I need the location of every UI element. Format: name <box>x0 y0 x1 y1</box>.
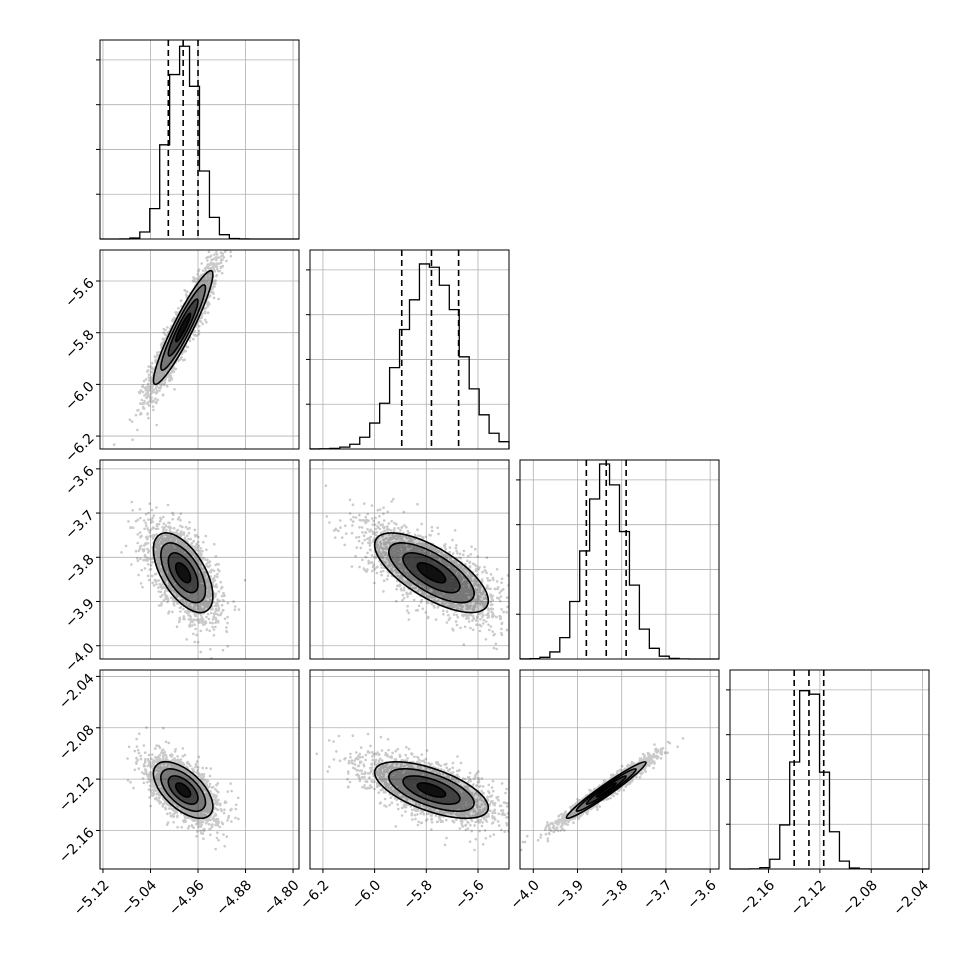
panel-frame <box>309 459 510 660</box>
x-tick-label: −5.12 <box>71 877 113 919</box>
x-tick-label: −2.04 <box>891 877 933 919</box>
x-tick-label: −3.6 <box>684 877 719 912</box>
scatter-points <box>315 732 509 852</box>
contour-3 <box>152 760 214 820</box>
contour-2 <box>160 284 207 371</box>
y-tick-label: −5.8 <box>62 327 97 362</box>
contour-2 <box>575 768 637 813</box>
panel-1-1 <box>306 249 510 450</box>
panel-2-1 <box>309 459 510 660</box>
contour-1 <box>167 775 199 805</box>
x-tick-label: −2.12 <box>788 877 830 919</box>
x-tick-label: −5.8 <box>401 877 436 912</box>
density-level-3 <box>417 782 446 798</box>
x-tick-label: −4.88 <box>213 877 255 919</box>
panel-2-2 <box>516 459 720 660</box>
contour-2 <box>160 768 207 813</box>
x-tick-label: −3.8 <box>596 877 631 912</box>
scatter-points <box>126 726 240 851</box>
histogram-1 <box>309 263 510 450</box>
contour-0 <box>416 782 447 798</box>
panel-frame <box>99 39 300 240</box>
grid-lines <box>100 670 299 869</box>
density-level-3 <box>596 782 617 798</box>
grid-lines <box>310 460 509 659</box>
y-tick-label: −2.12 <box>56 773 98 815</box>
contour-1 <box>167 552 199 594</box>
contour-1 <box>402 552 461 594</box>
contour-0 <box>174 562 192 584</box>
x-tick-label: −5.04 <box>118 877 160 919</box>
x-tick-label: −4.80 <box>261 877 303 919</box>
x-tick-label: −6.2 <box>297 877 332 912</box>
scatter-points <box>120 500 247 659</box>
histogram-2 <box>519 463 719 660</box>
contour-2 <box>388 768 475 813</box>
x-tick-label: −3.9 <box>552 877 587 912</box>
contour-0 <box>595 782 617 798</box>
y-tick-label: −2.04 <box>56 671 98 713</box>
contour-1 <box>167 298 199 357</box>
y-tick-label: −4.0 <box>62 640 97 675</box>
y-tick-label: −3.8 <box>62 552 97 587</box>
grid-lines <box>520 670 719 869</box>
grid-lines <box>100 460 299 659</box>
panel-frame <box>99 249 300 450</box>
contour-1 <box>585 775 627 805</box>
y-tick-label: −3.6 <box>62 463 97 498</box>
contour-0 <box>174 312 192 343</box>
x-tick-label: −4.0 <box>508 877 543 912</box>
density-level-3 <box>175 782 191 798</box>
panel-0-0 <box>96 39 300 240</box>
y-tick-label: −2.16 <box>56 825 98 867</box>
scatter-points <box>520 737 685 852</box>
panel-frame <box>519 459 720 660</box>
x-tick-label: −2.16 <box>736 877 778 919</box>
x-tick-label: −5.6 <box>452 877 487 912</box>
panel-frame <box>519 669 720 870</box>
contour-0 <box>416 562 447 584</box>
panel-2-0: −4.0 −3.9 −3.8 −3.7 −3.6 <box>62 459 300 675</box>
contour-3 <box>373 532 490 614</box>
density-level-3 <box>175 562 191 583</box>
contour-0 <box>174 782 192 798</box>
contour-2 <box>388 542 475 604</box>
panel-3-3: −2.16 −2.12 −2.08 −2.04 <box>726 669 933 919</box>
x-tick-label: −3.7 <box>640 877 675 912</box>
panel-3-0: −2.16 −2.12 −2.08 −2.04 −5.12 −5.04 −4.96 −4.88… <box>56 669 303 919</box>
contour-1 <box>402 775 461 805</box>
panel-frame <box>99 459 300 660</box>
contour-3 <box>373 760 490 820</box>
y-tick-label: −6.0 <box>62 379 97 414</box>
panel-3-2: −4.0 −3.9 −3.8 −3.7 −3.6 <box>508 669 720 913</box>
y-tick-label: −6.2 <box>62 430 97 465</box>
panel-frame <box>309 669 510 870</box>
grid-lines <box>730 670 929 869</box>
panel-frame <box>309 249 510 450</box>
histogram-0 <box>100 45 299 240</box>
x-tick-label: −6.0 <box>349 877 384 912</box>
contour-2 <box>160 542 207 604</box>
contour-3 <box>152 532 214 614</box>
y-tick-label: −3.9 <box>62 596 97 631</box>
panel-frame <box>729 669 930 870</box>
contour-3 <box>565 760 647 820</box>
density-level-3 <box>417 562 446 583</box>
density-level-3 <box>175 313 191 342</box>
y-tick-label: −2.08 <box>56 722 98 764</box>
y-tick-label: −3.7 <box>62 507 97 542</box>
contour-3 <box>152 269 214 386</box>
grid-lines <box>310 250 509 449</box>
x-tick-label: −4.96 <box>166 877 208 919</box>
y-tick-label: −5.6 <box>62 275 97 310</box>
x-tick-label: −2.08 <box>839 877 881 919</box>
scatter-points <box>112 250 233 446</box>
scatter-points <box>324 484 509 651</box>
panel-3-1: −6.2 −6.0 −5.8 −5.6 <box>297 669 510 913</box>
grid-lines <box>100 250 299 449</box>
panel-1-0: −6.2 −6.0 −5.8 −5.6 <box>62 249 300 466</box>
panel-frame <box>99 669 300 870</box>
